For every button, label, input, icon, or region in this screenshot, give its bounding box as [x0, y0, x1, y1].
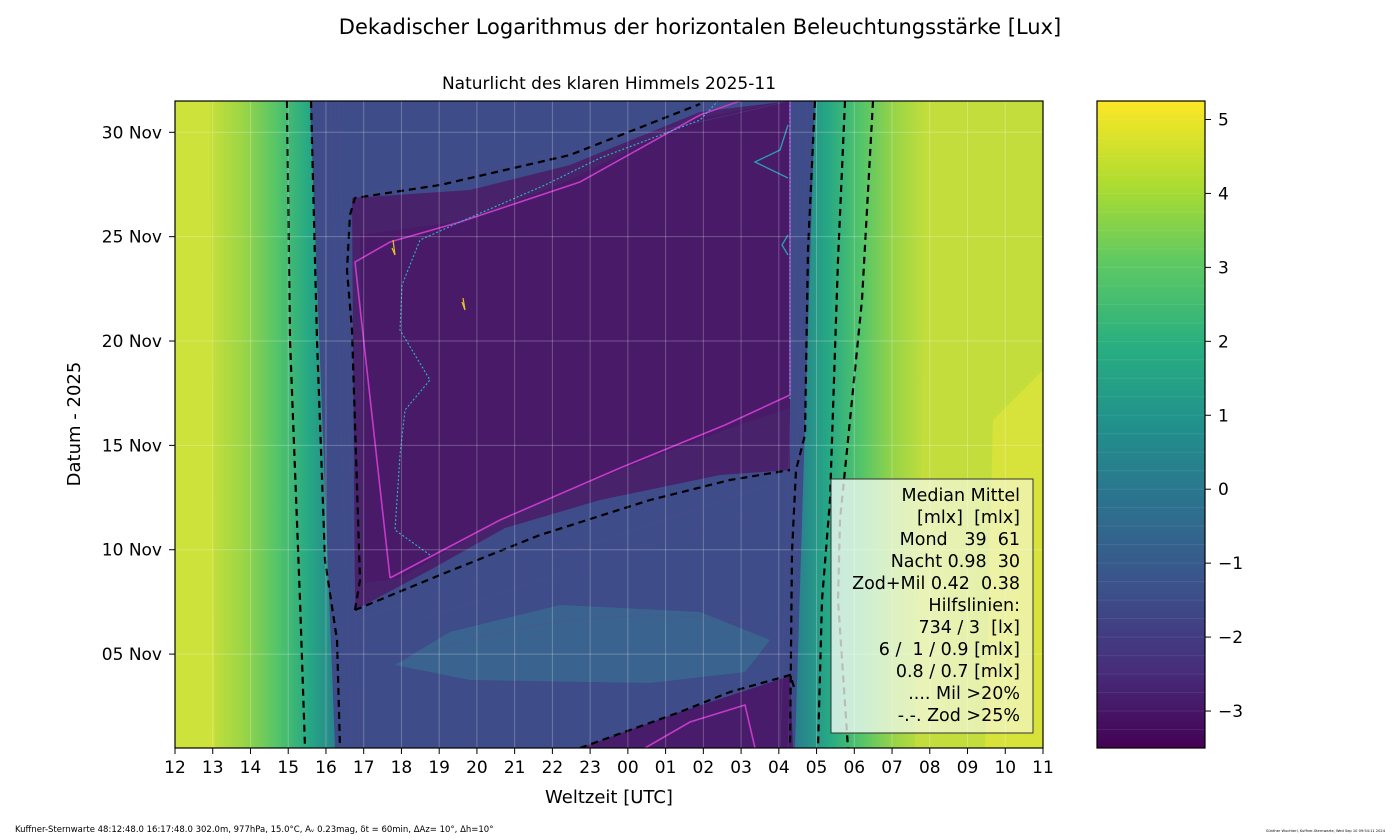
x-tick-label: 15 — [277, 758, 299, 778]
astronomical-night-boundary-upper — [345, 102, 701, 611]
x-tick-label: 11 — [1032, 758, 1054, 778]
legend-box: Median Mittel[mlx] [mlx]Mond 39 61Nacht … — [830, 478, 1034, 734]
legend-line: Hilfslinien: — [928, 596, 1020, 616]
contour-lines — [329, 101, 809, 748]
plot-area — [175, 101, 1043, 748]
x-tick-label: 19 — [428, 758, 450, 778]
colorbar-tick-label: 2 — [1218, 332, 1229, 352]
x-tick-label: 07 — [881, 758, 903, 778]
x-tick-label: 22 — [542, 758, 564, 778]
y-tick-label: 15 Nov — [102, 436, 162, 456]
figure-suptitle: Dekadischer Logarithmus der horizontalen… — [339, 15, 1061, 39]
x-tick-label: 10 — [994, 758, 1016, 778]
x-axis-ticks: 12 13 14 15 16 17 18 19 20 21 22 23 00 01 02 03 04 05 06 07… — [164, 748, 1054, 778]
footer-left: Kuffner-Sternwarte 48:12:48.0 16:17:48.0… — [15, 825, 493, 835]
x-tick-label: 18 — [391, 758, 413, 778]
y-axis-ticks: 05 Nov 10 Nov 15 Nov 20 Nov 25 Nov 30 Nov — [102, 123, 175, 665]
x-tick-label: 12 — [164, 758, 186, 778]
x-axis-label: Weltzeit [UTC] — [545, 787, 673, 808]
colorbar-tick-label: 3 — [1218, 258, 1229, 278]
legend-line: Zod+Mil 0.42 0.38 — [852, 574, 1020, 594]
colorbar-tick-label: 0 — [1218, 480, 1229, 500]
legend-line: 734 / 3 [lx] — [918, 618, 1020, 638]
legend-line: 0.8 / 0.7 [mlx] — [896, 662, 1020, 682]
x-tick-label: 23 — [579, 758, 601, 778]
y-tick-label: 20 Nov — [102, 332, 162, 352]
colorbar-tick-label: −2 — [1218, 628, 1243, 648]
x-tick-label: 09 — [957, 758, 979, 778]
astronomical-night-boundary-lower — [579, 673, 797, 748]
darkest-night-upper — [360, 101, 790, 583]
plot-frame — [174, 100, 1044, 749]
colorbar-tick-label: 1 — [1218, 406, 1229, 426]
x-tick-label: 02 — [693, 758, 715, 778]
x-tick-label: 03 — [730, 758, 752, 778]
x-tick-label: 06 — [843, 758, 865, 778]
colorbar-tick-label: −3 — [1218, 702, 1243, 722]
colorbar-tick-label: 4 — [1218, 184, 1229, 204]
colorbar-body — [1096, 100, 1206, 749]
dark-night-lower — [580, 676, 793, 748]
legend-line: .... Mil >20% — [908, 684, 1020, 704]
x-tick-label: 05 — [806, 758, 828, 778]
footer-right: Günther Wuchterl, Kuffner-Sternwarte, We… — [1266, 829, 1386, 833]
civil-dawn-line — [788, 101, 817, 748]
guide-contour-magenta-lower — [644, 703, 756, 748]
x-tick-label: 13 — [202, 758, 224, 778]
colorbar-tick-label: −1 — [1218, 554, 1243, 574]
x-tick-label: 01 — [655, 758, 677, 778]
y-axis-label: Datum - 2025 — [64, 362, 85, 487]
x-tick-label: 08 — [919, 758, 941, 778]
x-tick-label: 16 — [315, 758, 337, 778]
colorbar-bands — [1097, 118, 1205, 731]
colorbar-tick-label: 5 — [1218, 110, 1229, 130]
y-tick-label: 25 Nov — [102, 228, 162, 248]
x-tick-label: 04 — [768, 758, 790, 778]
legend-line: Nacht 0.98 30 — [891, 552, 1020, 572]
sunrise-line — [816, 101, 847, 748]
legend-line: Mond 39 61 — [900, 530, 1020, 550]
legend-line: 6 / 1 / 0.9 [mlx] — [879, 640, 1020, 660]
colorbar-ticks: 5 4 3 2 1 0 −1 −2 −3 — [1205, 110, 1243, 722]
legend-frame — [830, 478, 1034, 734]
chart-title: Naturlicht des klaren Himmels 2025-11 — [442, 74, 776, 94]
legend-line: [mlx] [mlx] — [917, 508, 1020, 528]
legend-text: Median Mittel[mlx] [mlx]Mond 39 61Nacht … — [852, 486, 1020, 726]
y-tick-label: 05 Nov — [102, 645, 162, 665]
legend-line: Median Mittel — [901, 486, 1020, 506]
moon-contour — [753, 124, 789, 256]
y-tick-label: 10 Nov — [102, 541, 162, 561]
x-tick-label: 17 — [353, 758, 375, 778]
x-tick-label: 00 — [617, 758, 639, 778]
x-tick-label: 21 — [504, 758, 526, 778]
colorbar: 5 4 3 2 1 0 −1 −2 −3 — [1096, 100, 1243, 749]
civil-dusk-line — [309, 101, 342, 748]
moon-bright-patch — [395, 605, 770, 683]
x-tick-label: 14 — [240, 758, 262, 778]
x-tick-label: 20 — [466, 758, 488, 778]
astronomical-night-boundary-mid — [354, 468, 791, 612]
legend-line: -.-. Zod >25% — [898, 706, 1020, 726]
y-tick-label: 30 Nov — [102, 123, 162, 143]
guide-contour-milkyway — [394, 101, 791, 556]
